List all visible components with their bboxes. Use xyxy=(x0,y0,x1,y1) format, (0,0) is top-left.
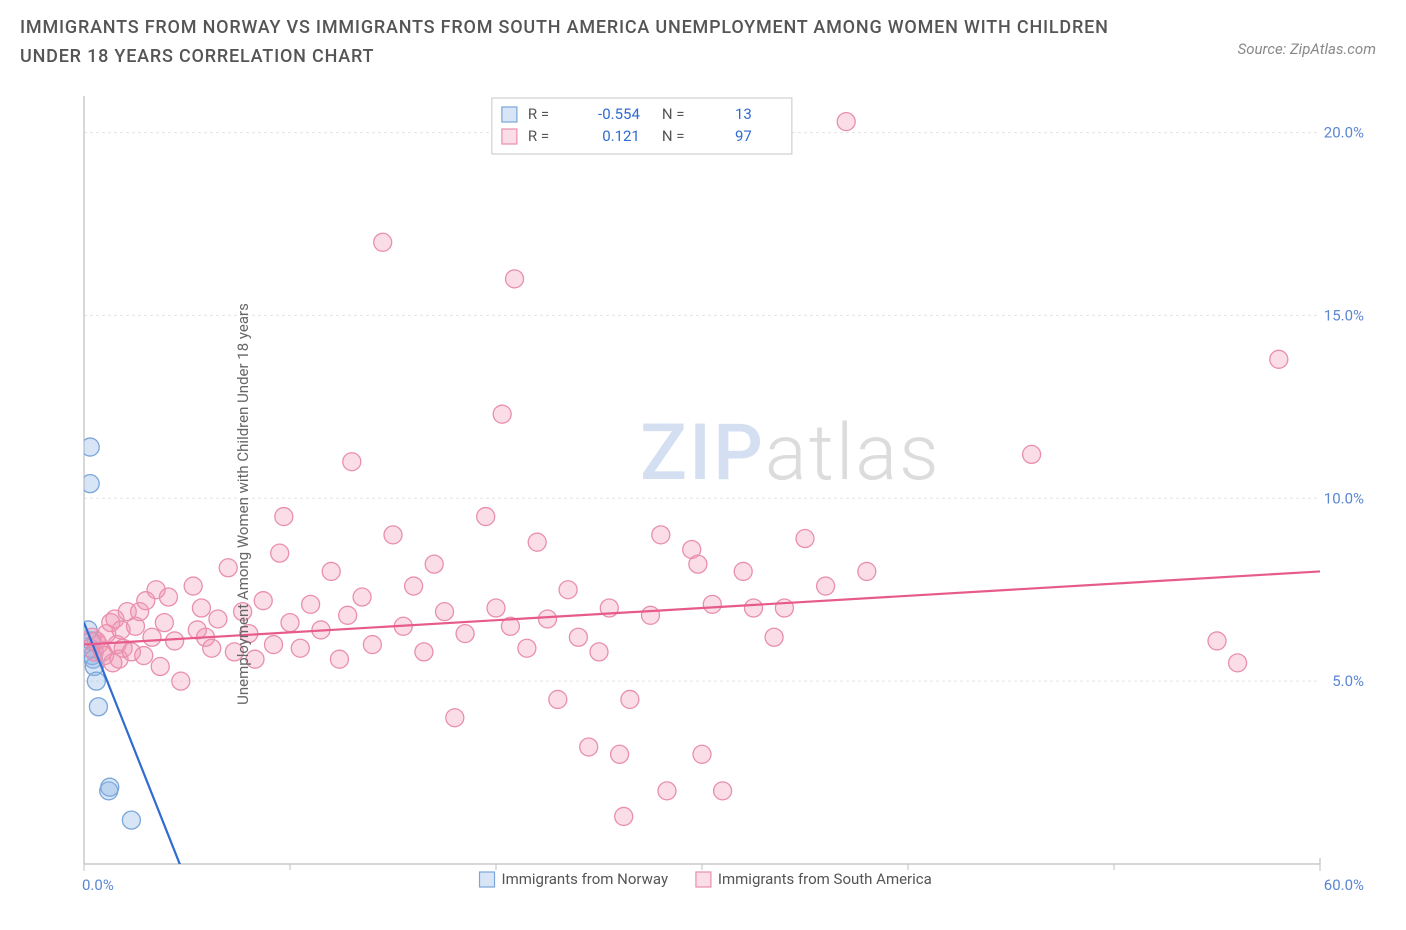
data-point xyxy=(155,614,173,632)
data-point xyxy=(184,577,202,595)
data-point xyxy=(330,650,348,668)
correlation-scatter-chart: 5.0% 10.0% 15.0% 20.0% 0.0% 60.0% R = -0.554 N =… xyxy=(20,88,1386,920)
svg-text:N =: N = xyxy=(662,127,685,145)
data-point xyxy=(487,599,505,617)
data-point xyxy=(493,405,511,423)
data-point xyxy=(703,595,721,613)
data-point xyxy=(506,270,524,288)
data-point xyxy=(796,530,814,548)
data-point xyxy=(122,811,140,829)
data-point xyxy=(1023,445,1041,463)
data-point xyxy=(611,745,629,763)
data-point xyxy=(642,606,660,624)
data-point xyxy=(384,526,402,544)
data-point xyxy=(101,778,119,796)
data-point xyxy=(615,807,633,825)
data-point xyxy=(343,453,361,471)
data-point xyxy=(734,562,752,580)
data-point xyxy=(1270,350,1288,368)
data-point xyxy=(590,643,608,661)
data-point xyxy=(693,745,711,763)
x-tick-label: 60.0% xyxy=(1324,876,1364,894)
data-point xyxy=(89,698,107,716)
data-point xyxy=(569,628,587,646)
data-point xyxy=(652,526,670,544)
data-point xyxy=(539,610,557,628)
data-point xyxy=(858,562,876,580)
data-point xyxy=(143,628,161,646)
data-point xyxy=(265,636,283,654)
n-value: 97 xyxy=(735,127,752,145)
r-value: -0.554 xyxy=(598,105,640,123)
data-point xyxy=(192,599,210,617)
trend-line xyxy=(84,623,187,883)
x-tick-label: 0.0% xyxy=(82,876,114,894)
data-point xyxy=(528,533,546,551)
y-tick-label: 5.0% xyxy=(1332,672,1364,690)
data-point xyxy=(203,639,221,657)
svg-text:R =: R = xyxy=(528,127,549,145)
data-point xyxy=(425,555,443,573)
data-point xyxy=(745,599,763,617)
data-point xyxy=(322,562,340,580)
y-tick-label: 10.0% xyxy=(1324,489,1364,507)
data-point xyxy=(436,603,454,621)
chart-container: Unemployment Among Women with Children U… xyxy=(20,88,1386,920)
data-point xyxy=(518,639,536,657)
r-value: 0.121 xyxy=(602,127,640,145)
svg-text:R =: R = xyxy=(528,105,549,123)
data-point xyxy=(658,782,676,800)
y-tick-label: 20.0% xyxy=(1324,124,1364,142)
data-point xyxy=(275,508,293,526)
data-point xyxy=(151,658,169,676)
svg-text:N =: N = xyxy=(662,105,685,123)
source-attribution: Source: ZipAtlas.com xyxy=(1238,40,1376,58)
stats-box: R = -0.554 N = 13 R = 0.121 N = 97 xyxy=(492,98,792,154)
data-point xyxy=(559,581,577,599)
data-point xyxy=(456,625,474,643)
data-point xyxy=(837,113,855,131)
data-point xyxy=(1229,654,1247,672)
data-point xyxy=(1208,632,1226,650)
data-point xyxy=(302,595,320,613)
legend-swatch xyxy=(480,872,495,887)
n-value: 13 xyxy=(735,105,752,123)
data-point xyxy=(135,647,153,665)
data-point xyxy=(415,643,433,661)
data-point xyxy=(271,544,289,562)
data-point xyxy=(446,709,464,727)
data-point xyxy=(714,782,732,800)
data-point xyxy=(87,672,105,690)
data-point xyxy=(477,508,495,526)
y-tick-label: 15.0% xyxy=(1324,306,1364,324)
data-point xyxy=(621,690,639,708)
data-point xyxy=(209,610,227,628)
data-point xyxy=(765,628,783,646)
legend-label: Immigrants from Norway xyxy=(502,870,669,888)
y-axis-label: Unemployment Among Women with Children U… xyxy=(234,303,252,705)
data-point xyxy=(172,672,190,690)
data-point xyxy=(339,606,357,624)
data-point xyxy=(374,233,392,251)
data-point xyxy=(689,555,707,573)
legend: Immigrants from Norway Immigrants from So… xyxy=(480,870,932,888)
data-point xyxy=(405,577,423,595)
data-point xyxy=(159,588,177,606)
data-point xyxy=(363,636,381,654)
data-point xyxy=(817,577,835,595)
page-title: IMMIGRANTS FROM NORWAY VS IMMIGRANTS FRO… xyxy=(20,14,1120,72)
data-point xyxy=(166,632,184,650)
data-point xyxy=(580,738,598,756)
legend-swatch xyxy=(696,872,711,887)
data-point xyxy=(254,592,272,610)
legend-swatch xyxy=(502,129,517,144)
legend-label: Immigrants from South America xyxy=(718,870,932,888)
data-point xyxy=(281,614,299,632)
data-point xyxy=(549,690,567,708)
legend-swatch xyxy=(502,107,517,122)
data-point xyxy=(353,588,371,606)
data-point xyxy=(291,639,309,657)
